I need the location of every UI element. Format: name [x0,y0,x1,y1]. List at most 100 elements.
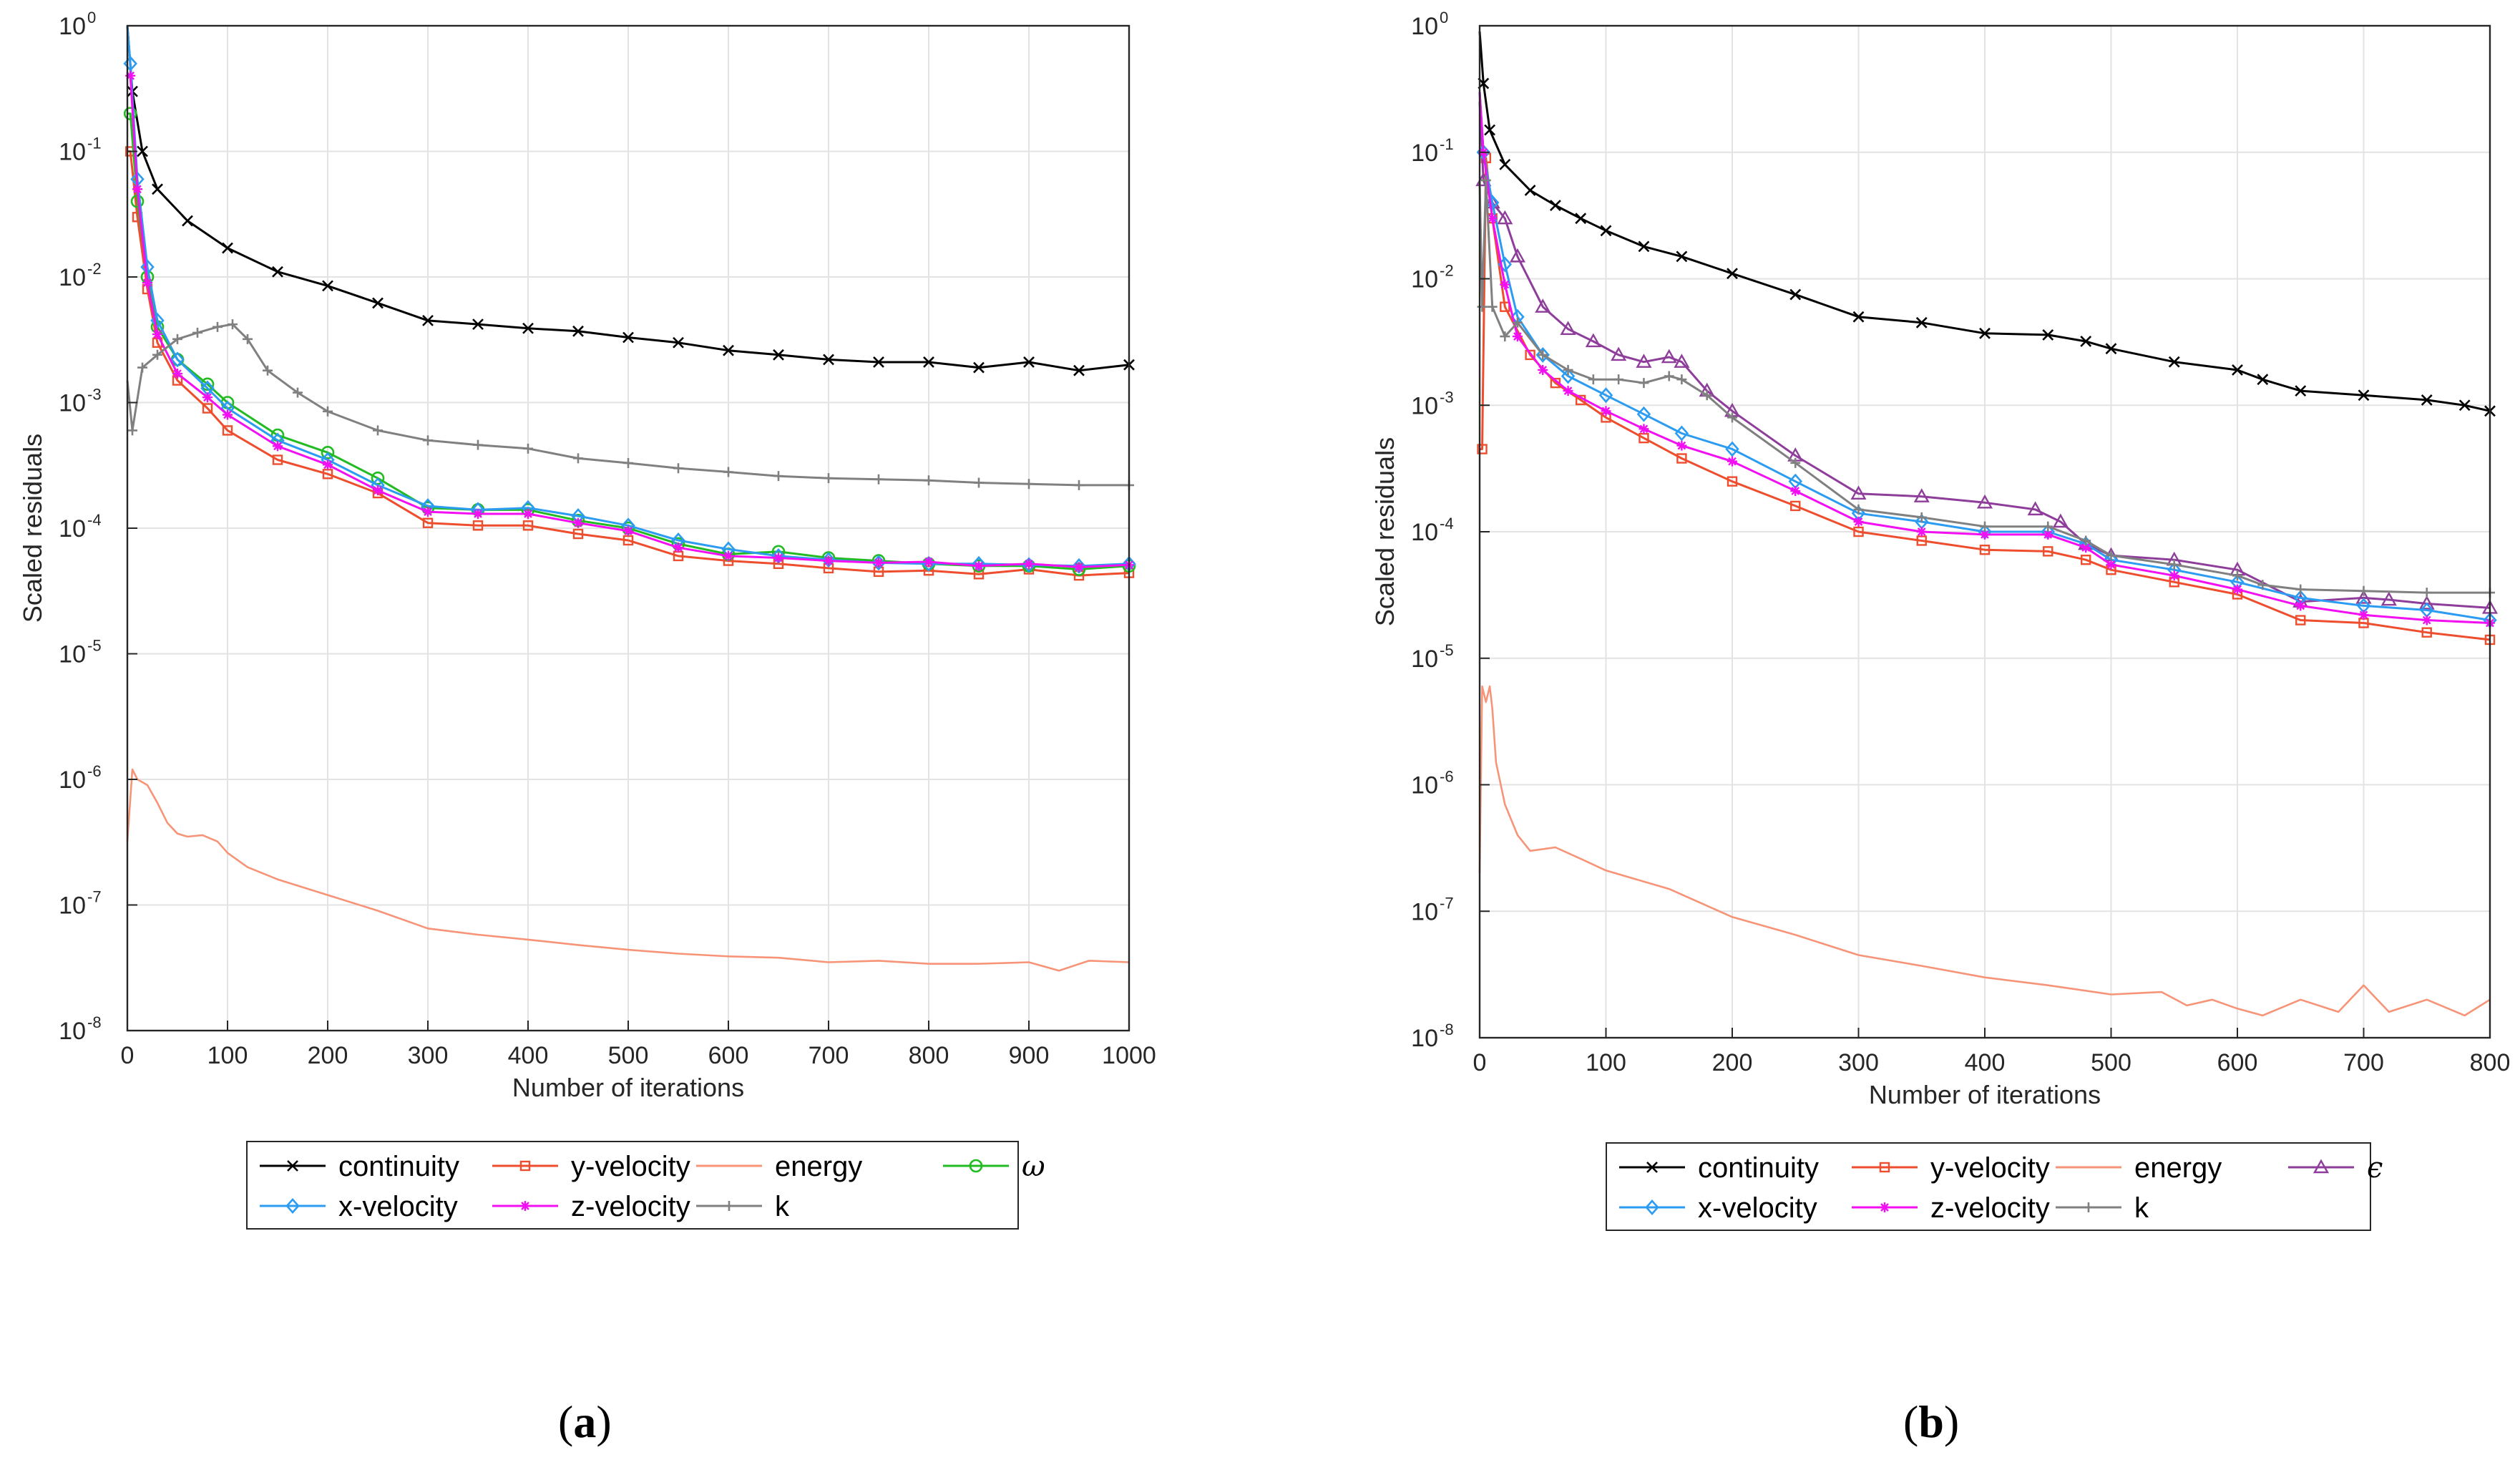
panel-a-legend-item-x-velocity: x-velocity [260,1191,458,1222]
panel-a-z-velocity-marker [142,278,152,288]
panel-a-legend-continuity-marker [287,1160,298,1172]
panel-b-legend-item-x-velocity: x-velocity [1619,1192,1817,1224]
panel-b-series-y-velocity [1477,152,2496,646]
panel-a-continuity-marker [673,336,684,349]
panel-a-k-marker [1024,479,1034,490]
panel-b-continuity-marker [1979,327,1991,339]
panel-a-y-velocity-marker [472,520,484,531]
panel-b-k-marker [2106,550,2116,561]
panel-b-k-marker [1853,504,1864,515]
panel-b-z-velocity-marker [1500,279,1510,290]
panel-a-ytick-exponent: -1 [87,135,102,152]
panel-a-xtick-label: 400 [508,1042,549,1069]
panel-a-z-velocity-marker [373,485,383,496]
panel-a-legend-label-energy: energy [775,1151,862,1182]
panel-a-xtick-label: 100 [207,1042,248,1069]
panel-a-continuity-marker [522,322,534,334]
panel-b-ylabel: Scaled residuals [1370,437,1400,626]
panel-b-y-velocity-marker [1500,301,1510,312]
panel-a-continuity-marker [873,356,884,368]
panel-b-x-velocity-marker [1561,368,1576,384]
panel-b-legend-item-k: k [2056,1192,2149,1224]
panel-b-epsilon-marker [1535,298,1551,313]
panel-a-legend-label-omega: ω [1022,1150,1045,1183]
panel-b-epsilon-marker [2418,595,2435,610]
panel-a-z-velocity-marker [223,409,233,420]
panel-b-ytick-exponent: -6 [1440,768,1454,786]
panel-b-legend-item-energy: energy [2056,1152,2222,1184]
panel-b-xtick-label: 600 [2217,1049,2258,1076]
panel-b-z-velocity-marker [1727,456,1737,467]
panel-b-k-marker [2421,588,2432,598]
panel-b-epsilon-marker [1976,494,1993,509]
panel-b-continuity-marker [1676,250,1688,263]
panel-b-k-marker [1790,457,1801,468]
panel-a-ytick-label: 10 [59,139,86,166]
panel-b-continuity-marker [2358,389,2370,401]
panel-a-y-velocity-marker [222,425,233,436]
panel-b-continuity-marker [1524,185,1536,196]
panel-a-xtick-label: 600 [708,1042,749,1069]
panel-a-continuity-marker [572,325,584,337]
panel-a-legend-y-velocity-marker [519,1160,531,1172]
panel-b-series-k [1477,175,2495,598]
panel-b-continuity-marker [1484,124,1496,136]
panel-b-legend-box [1606,1142,2371,1231]
panel-a-k-marker [773,471,783,482]
panel-b-xtick-label: 200 [1712,1049,1753,1076]
panel-b-ytick-label: 10 [1411,392,1438,419]
panel-b-k-marker [1477,301,1488,312]
panel-b-k-marker [1701,390,1712,401]
panel-a-ytick-label: 10 [59,892,86,920]
panel-b-ytick-label: 10 [1411,772,1438,799]
panel-b-x-velocity-marker [1636,406,1651,422]
panel-a-ytick-exponent: -4 [87,511,102,529]
panel-a-ytick-exponent: -5 [87,637,102,655]
panel-a-xtick-label: 1000 [1102,1042,1156,1069]
panel-b-ytick-exponent: -2 [1440,262,1454,280]
panel-b-ytick-exponent: 0 [1440,9,1448,26]
panel-a-k-marker [172,334,182,344]
panel-a-legend-item-omega: ω [943,1150,1045,1183]
panel-a-ytick-label: 10 [59,641,86,668]
panel-a-z-velocity-marker [473,509,483,520]
panel-b-z-velocity-marker [1601,406,1611,417]
panel-b-epsilon-marker [1585,333,1601,348]
panel-b-k-marker [1500,331,1510,342]
panel-b-ytick-label: 10 [1411,519,1438,546]
panel-a-z-velocity-marker [1074,562,1084,573]
panel-a-legend: continuity y-velocity energy ω x-velocity z-v… [246,1141,1045,1230]
panel-a-k-marker [127,425,137,436]
panel-b-epsilon-marker [1509,248,1526,263]
panel-a-line-energy [126,768,1130,972]
panel-a: 0 100 200 300 400 500 600 700 800 900 100010-810-7… [18,9,1156,1230]
panel-a-ytick-exponent: -8 [87,1013,102,1031]
panel-a-continuity-marker [137,145,148,157]
panel-b-epsilon-marker [1661,349,1677,364]
panel-a-z-velocity-marker [323,459,333,470]
panel-a-legend-label-k: k [775,1191,790,1222]
panel-b-ytick-exponent: -1 [1440,135,1454,153]
panel-a-z-velocity-marker [874,558,884,568]
panel-b-z-velocity-marker [2106,559,2116,570]
panel-b-legend-label-continuity: continuity [1698,1152,1819,1184]
panel-a-continuity-marker [422,314,434,326]
panel-a-z-velocity-marker [152,329,162,340]
panel-b-k-marker [1538,349,1548,360]
panel-b-xlabel: Number of iterations [1869,1080,2101,1109]
panel-b-continuity-marker [1575,213,1587,225]
panel-b-y-velocity-marker [2043,546,2053,557]
panel-b-x-velocity-marker [1674,425,1689,442]
panel-b-continuity-marker [2421,394,2433,406]
panel-a-line-x-velocity [126,25,1130,568]
panel-a-continuity-marker [472,318,484,331]
panel-a-xtick-label: 900 [1009,1042,1050,1069]
panel-a-z-velocity-marker [523,509,533,520]
panel-a-z-velocity-marker [974,560,984,571]
panel-a-continuity-marker [322,280,333,292]
panel-b-z-velocity-marker [2081,542,2091,553]
panel-a-k-marker [623,458,633,469]
panel-a-ytick-label: 10 [59,13,86,40]
panel-a-k-marker [723,467,733,477]
